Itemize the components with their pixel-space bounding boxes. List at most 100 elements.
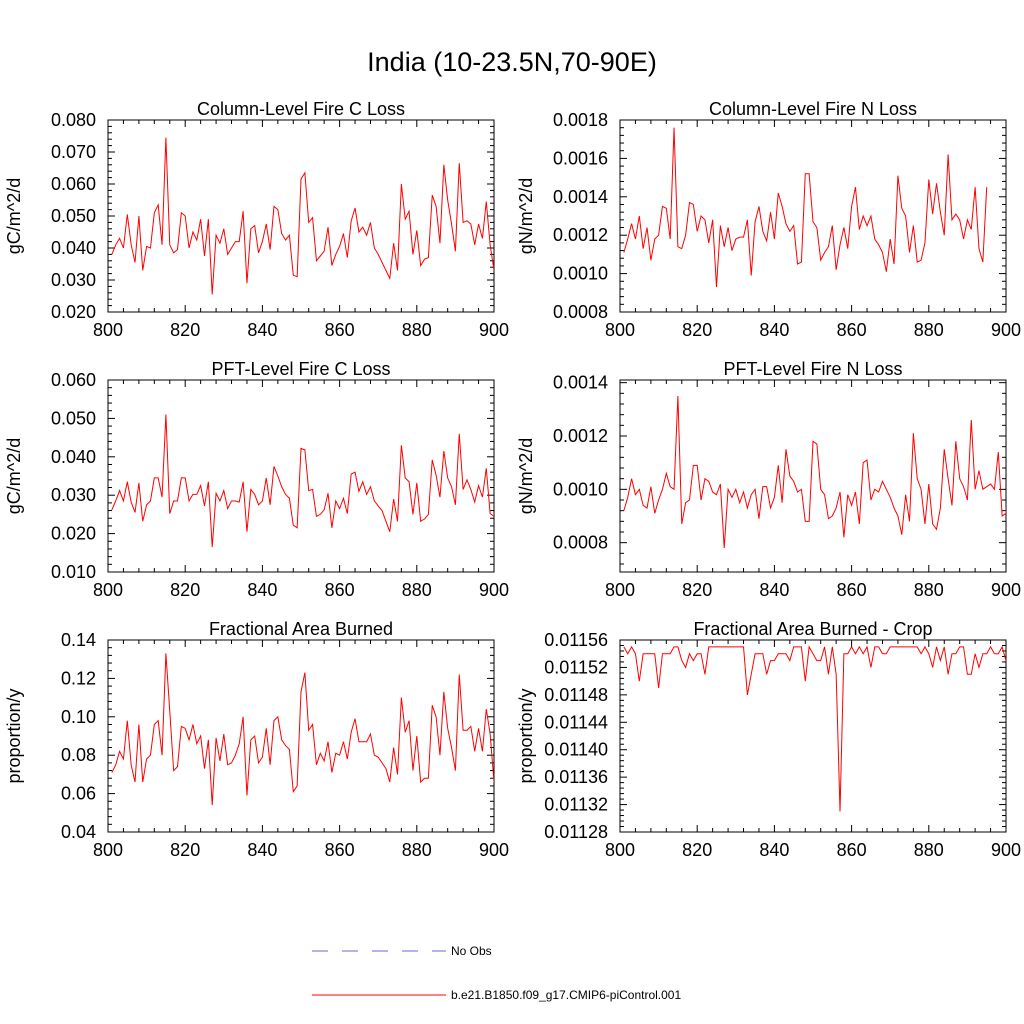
panel-title: Fractional Area Burned - Crop xyxy=(693,619,932,639)
x-tick-label: 820 xyxy=(170,840,200,860)
x-tick-label: 860 xyxy=(325,580,355,600)
y-tick-label: 0.01148 xyxy=(544,685,608,705)
y-tick-label: 0.0016 xyxy=(553,148,608,168)
plot-frame xyxy=(619,379,1007,573)
y-axis-label: gC/m^2/d xyxy=(4,178,24,254)
x-tick-label: 840 xyxy=(247,840,277,860)
y-tick-label: 0.0012 xyxy=(553,426,608,446)
x-tick-label: 880 xyxy=(402,320,432,340)
x-tick-label: 860 xyxy=(837,580,867,600)
x-tick-label: 820 xyxy=(170,320,200,340)
y-axis-label: gN/m^2/d xyxy=(516,438,536,514)
plot-frame xyxy=(107,379,495,573)
x-tick-label: 800 xyxy=(605,840,635,860)
plot-frame xyxy=(107,639,495,833)
x-tick-label: 900 xyxy=(991,320,1021,340)
x-tick-label: 900 xyxy=(479,580,509,600)
x-tick-label: 820 xyxy=(682,320,712,340)
y-tick-label: 0.070 xyxy=(51,142,96,162)
y-tick-label: 0.01140 xyxy=(544,740,608,760)
series-line xyxy=(623,645,1006,812)
y-tick-label: 0.01132 xyxy=(544,795,608,815)
y-tick-label: 0.050 xyxy=(51,408,96,428)
y-tick-label: 0.020 xyxy=(51,302,96,322)
x-tick-label: 800 xyxy=(605,580,635,600)
y-tick-label: 0.0010 xyxy=(553,479,608,499)
series-line xyxy=(111,653,494,806)
panel-3: PFT-Level Fire C Loss gC/m^2/d 800 820 840 86… xyxy=(4,359,509,600)
x-tick-label: 900 xyxy=(991,840,1021,860)
x-tick-label: 880 xyxy=(402,580,432,600)
panels: Column-Level Fire C Loss gC/m^2/d 800 820 84… xyxy=(4,99,1021,860)
y-axis-label: gN/m^2/d xyxy=(516,178,536,254)
y-tick-label: 0.060 xyxy=(51,174,96,194)
panel-title: PFT-Level Fire C Loss xyxy=(211,359,390,379)
y-tick-label: 0.050 xyxy=(51,206,96,226)
y-tick-label: 0.040 xyxy=(51,447,96,467)
x-tick-label: 800 xyxy=(93,840,123,860)
legend: No Obs b.e21.B1850.f09_g17.CMIP6-piContr… xyxy=(312,944,681,1002)
y-tick-label: 0.0008 xyxy=(553,302,608,322)
x-tick-label: 840 xyxy=(247,580,277,600)
panel-title: Column-Level Fire C Loss xyxy=(197,99,405,119)
panel-5: Fractional Area Burned proportion/y 800 820… xyxy=(4,619,509,860)
y-tick-label: 0.01136 xyxy=(544,767,608,787)
x-tick-label: 840 xyxy=(759,580,789,600)
series-line xyxy=(623,127,988,288)
x-tick-label: 860 xyxy=(325,320,355,340)
panel-1: Column-Level Fire C Loss gC/m^2/d 800 820 84… xyxy=(4,99,509,340)
x-tick-label: 820 xyxy=(682,840,712,860)
figure-title: India (10-23.5N,70-90E) xyxy=(367,47,657,77)
x-tick-label: 880 xyxy=(914,840,944,860)
legend-model-label: b.e21.B1850.f09_g17.CMIP6-piControl.001 xyxy=(451,988,681,1002)
y-tick-label: 0.010 xyxy=(51,562,96,582)
y-tick-label: 0.0014 xyxy=(553,187,608,207)
panel-title: PFT-Level Fire N Loss xyxy=(723,359,902,379)
y-tick-label: 0.080 xyxy=(51,110,96,130)
y-axis-label: gC/m^2/d xyxy=(4,438,24,514)
y-tick-label: 0.0008 xyxy=(553,533,608,553)
panel-4: PFT-Level Fire N Loss gN/m^2/d 800 820 840 86… xyxy=(516,359,1021,600)
y-tick-label: 0.030 xyxy=(51,270,96,290)
panel-2: Column-Level Fire N Loss gN/m^2/d 800 820 84… xyxy=(516,99,1021,340)
series-line xyxy=(623,395,1006,549)
y-tick-label: 0.01144 xyxy=(544,712,608,732)
x-tick-label: 880 xyxy=(914,320,944,340)
panel-6: Fractional Area Burned - Crop proportion/… xyxy=(516,619,1021,860)
y-tick-label: 0.0010 xyxy=(553,264,608,284)
x-tick-label: 840 xyxy=(247,320,277,340)
x-tick-label: 800 xyxy=(93,320,123,340)
x-tick-label: 880 xyxy=(914,580,944,600)
x-tick-label: 900 xyxy=(479,840,509,860)
x-tick-label: 840 xyxy=(759,840,789,860)
y-tick-label: 0.01128 xyxy=(544,822,608,842)
x-tick-label: 820 xyxy=(170,580,200,600)
legend-obs-label: No Obs xyxy=(451,944,492,958)
x-tick-label: 820 xyxy=(682,580,712,600)
y-tick-label: 0.12 xyxy=(61,668,96,688)
x-tick-label: 860 xyxy=(325,840,355,860)
y-tick-label: 0.060 xyxy=(51,370,96,390)
panel-title: Column-Level Fire N Loss xyxy=(709,99,917,119)
y-tick-label: 0.10 xyxy=(61,707,96,727)
y-tick-label: 0.0012 xyxy=(553,225,608,245)
y-tick-label: 0.0018 xyxy=(553,110,608,130)
y-tick-label: 0.0014 xyxy=(553,373,608,393)
series-line xyxy=(111,137,494,295)
x-tick-label: 800 xyxy=(93,580,123,600)
y-tick-label: 0.020 xyxy=(51,524,96,544)
x-tick-label: 860 xyxy=(837,840,867,860)
plot-frame xyxy=(619,119,1007,313)
y-tick-label: 0.040 xyxy=(51,238,96,258)
x-tick-label: 900 xyxy=(991,580,1021,600)
x-tick-label: 860 xyxy=(837,320,867,340)
y-tick-label: 0.14 xyxy=(61,630,96,650)
y-tick-label: 0.08 xyxy=(61,745,96,765)
y-axis-label: proportion/y xyxy=(516,688,536,783)
y-tick-label: 0.04 xyxy=(61,822,96,842)
x-tick-label: 900 xyxy=(479,320,509,340)
panel-title: Fractional Area Burned xyxy=(209,619,393,639)
y-tick-label: 0.01152 xyxy=(544,657,608,677)
y-axis-label: proportion/y xyxy=(4,688,24,783)
